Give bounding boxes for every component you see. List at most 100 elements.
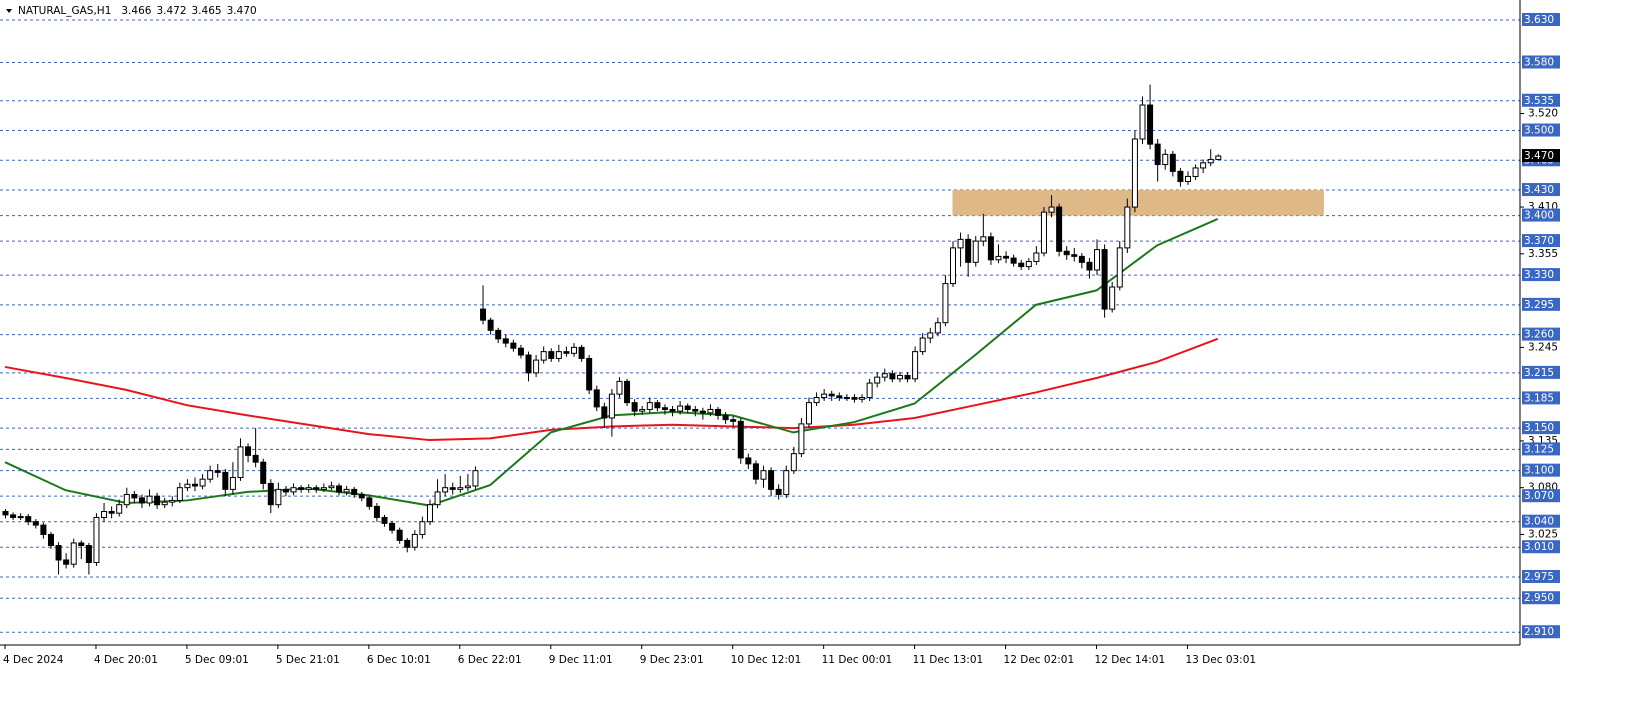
candle-body — [843, 397, 850, 400]
candle-body — [889, 373, 896, 380]
level-label: 2.975 — [1524, 571, 1554, 583]
candle-body — [942, 283, 949, 324]
candle-body — [813, 397, 820, 404]
candle-body — [1200, 162, 1207, 169]
candle-body — [78, 542, 85, 547]
candle-body — [608, 393, 615, 419]
title-value: 3.465 — [192, 5, 222, 17]
candle-body — [730, 419, 737, 422]
candle-body — [1025, 260, 1032, 268]
title-value: 3.472 — [156, 5, 186, 17]
candle-body — [919, 337, 926, 353]
level-label: 3.580 — [1524, 57, 1554, 69]
candle-body — [722, 414, 729, 421]
candle-body — [282, 488, 289, 493]
candle-body — [798, 423, 805, 455]
candle-body — [571, 346, 577, 354]
candle-body — [169, 499, 176, 503]
x-tick-label: 13 Dec 03:01 — [1185, 654, 1256, 666]
y-tick-label: 3.245 — [1528, 341, 1558, 353]
candle-body — [510, 342, 517, 349]
candle-body — [1010, 257, 1017, 264]
level-label-box — [1522, 55, 1560, 69]
level-label-box — [1522, 234, 1560, 248]
level-label-box — [1522, 489, 1560, 503]
x-tick-label: 6 Dec 22:01 — [458, 654, 522, 666]
x-tick-label: 11 Dec 13:01 — [913, 654, 984, 666]
candle-body — [449, 487, 456, 490]
level-label: 2.950 — [1524, 592, 1554, 604]
x-tick-label: 5 Dec 09:01 — [185, 654, 249, 666]
candle-body — [131, 493, 138, 499]
candle-body — [1094, 249, 1101, 271]
candle-body — [950, 247, 956, 285]
candle-body — [699, 410, 706, 414]
x-tick-label: 4 Dec 2024 — [3, 654, 64, 666]
candle-body — [1078, 255, 1085, 263]
level-label: 3.400 — [1524, 210, 1554, 222]
candle-body — [1048, 206, 1055, 213]
level-label-box — [1522, 591, 1560, 605]
title-value: 3.466 — [121, 5, 151, 17]
candle-body — [229, 476, 236, 490]
candle-body — [480, 308, 487, 321]
candle-body — [1162, 153, 1169, 166]
candle-body — [336, 485, 343, 493]
candle-body — [1101, 249, 1108, 310]
candle-body — [745, 457, 752, 465]
candle-body — [161, 501, 168, 506]
candle-body — [40, 524, 47, 535]
x-tick-label: 5 Dec 21:01 — [276, 654, 340, 666]
candle-body — [32, 521, 39, 526]
candle-body — [904, 374, 911, 380]
candle-body — [1192, 167, 1199, 177]
y-tick-label: 3.520 — [1528, 108, 1558, 120]
level-label: 3.185 — [1524, 392, 1554, 404]
candle-body — [578, 346, 585, 359]
candle-body — [601, 406, 608, 419]
level-label-box — [1522, 327, 1560, 341]
level-label: 3.150 — [1524, 422, 1554, 434]
candle-body — [426, 504, 433, 523]
candle-body — [389, 522, 396, 531]
candle-body — [692, 408, 699, 412]
level-label-box — [1522, 208, 1560, 222]
candle-body — [1071, 254, 1078, 257]
chart-title: NATURAL_GAS,H1 — [18, 5, 111, 17]
candle-body — [684, 405, 691, 410]
candle-body — [184, 483, 191, 489]
candle-body — [859, 397, 866, 400]
candle-body — [866, 382, 873, 399]
candle-body — [222, 471, 229, 490]
candle-body — [207, 470, 214, 480]
level-label: 3.100 — [1524, 465, 1554, 477]
candle-body — [987, 236, 994, 261]
candle-body — [442, 487, 449, 493]
candle-body — [1116, 247, 1123, 288]
candle-body — [305, 487, 312, 490]
candle-body — [828, 393, 835, 397]
candle-body — [669, 408, 676, 412]
level-label: 3.125 — [1524, 443, 1554, 455]
level-label-box — [1522, 421, 1560, 435]
candle-body — [775, 488, 782, 495]
candle-body — [267, 482, 274, 506]
candle-body — [351, 488, 358, 495]
candle-body — [896, 374, 903, 380]
level-label: 3.370 — [1524, 235, 1554, 247]
level-label-box — [1522, 463, 1560, 477]
candle-body — [707, 408, 714, 414]
candle-body — [563, 351, 570, 354]
candle-body — [616, 380, 623, 395]
candle-body — [85, 545, 92, 564]
candle-body — [548, 351, 555, 359]
candle-body — [123, 493, 130, 506]
candle-body — [1109, 286, 1116, 310]
candle-body — [1139, 104, 1146, 140]
level-label: 3.535 — [1524, 95, 1554, 107]
menu-triangle[interactable] — [6, 9, 12, 13]
candle-body — [555, 351, 562, 359]
level-label: 3.260 — [1524, 329, 1554, 341]
